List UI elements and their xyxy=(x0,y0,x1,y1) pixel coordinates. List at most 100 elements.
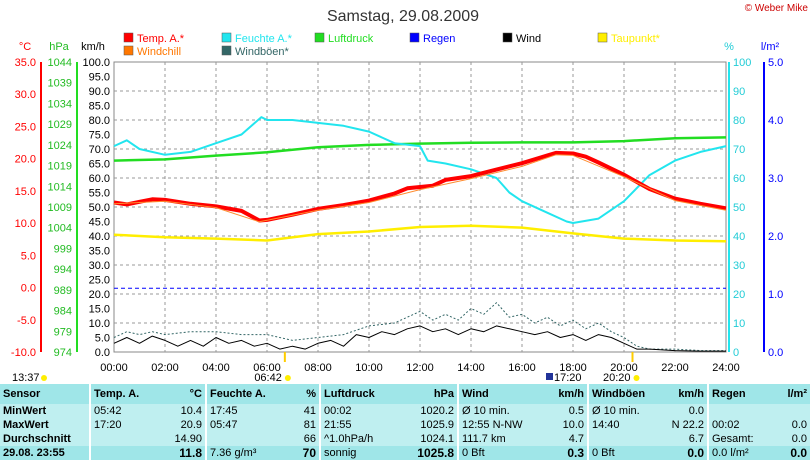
lm2-tick-label: 1.0 xyxy=(768,289,783,301)
time-tick-label: 10:00 xyxy=(355,362,383,374)
table-cell: 12:55 N-NW xyxy=(457,418,542,432)
table-cell: N 22.2 xyxy=(662,418,708,432)
legend: Temp. A.* Feuchte A.* Luftdruck Regen Wind Ta… xyxy=(123,32,661,58)
kmh-tick-label: 45.0 xyxy=(89,217,110,229)
hpa-tick-label: 1034 xyxy=(48,98,72,110)
hpa-tick-label: 989 xyxy=(54,285,72,297)
legend-label: Luftdruck xyxy=(328,33,374,45)
series xyxy=(113,116,727,352)
time-tick-label: 18:00 xyxy=(559,362,587,374)
kmh-tick-label: 25.0 xyxy=(89,275,110,287)
unit-labels: °C hPa km/h% l/m² xyxy=(19,41,780,53)
legend-swatch xyxy=(502,32,513,43)
legend-swatch xyxy=(123,45,134,56)
celsius-tick-label: 20.0 xyxy=(15,154,36,166)
axes: 35.0 30.0 25.0 20.0 15.0 10.0 5.0 0.0 -5.0 -10.0 1… xyxy=(11,57,783,374)
max-temp-icon xyxy=(546,373,553,380)
time-tick-label: 02:00 xyxy=(151,362,179,374)
table-cell: 20.9 xyxy=(156,418,206,432)
legend-label: Regen xyxy=(423,33,455,45)
table-row: MinWert 05:42 10.4 17:45 41 00:02 1020.2… xyxy=(0,404,810,418)
hpa-tick-label: 999 xyxy=(54,243,72,255)
hpa-unit-label: hPa xyxy=(49,41,69,53)
legend-swatch xyxy=(123,32,134,43)
kmh-tick-label: 40.0 xyxy=(89,231,110,243)
table-cell: 70 xyxy=(274,446,320,460)
kmh-tick-label: 35.0 xyxy=(89,246,110,258)
header-gust: Windböen xyxy=(587,384,662,404)
lm2-tick-label: 5.0 xyxy=(768,57,783,69)
lm2-tick-label: 2.0 xyxy=(768,231,783,243)
percent-tick-label: 60 xyxy=(733,173,745,185)
table-cell: 1025.8 xyxy=(398,446,458,460)
header-sensor: Sensor xyxy=(0,384,90,404)
row-label: 29.08. 23:55 xyxy=(0,446,90,460)
percent-unit-label: % xyxy=(724,41,734,53)
kmh-tick-label: 100.0 xyxy=(82,57,110,69)
header-temp: Temp. A. xyxy=(89,384,156,404)
table-cell: 41 xyxy=(274,404,320,418)
hpa-tick-label: 1039 xyxy=(48,78,72,90)
table-cell: 7.36 g/m³ xyxy=(205,446,274,460)
hpa-tick-label: 979 xyxy=(54,326,72,338)
table-cell: 111.7 km xyxy=(457,432,542,446)
time-tick-label: 04:00 xyxy=(202,362,230,374)
hpa-tick-label: 1009 xyxy=(48,202,72,214)
copyright-label: © Weber Mike xyxy=(745,3,809,14)
table-cell: sonnig xyxy=(319,446,398,460)
table-cell: 05:47 xyxy=(205,418,274,432)
kmh-tick-label: 5.0 xyxy=(95,333,110,345)
table-cell: 05:42 xyxy=(89,404,156,418)
table-cell: 0 Bft xyxy=(457,446,542,460)
legend-swatch xyxy=(314,32,325,43)
table-cell: 6.7 xyxy=(662,432,708,446)
series-luftdruck-line xyxy=(113,136,727,162)
table-cell: 1020.2 xyxy=(398,404,458,418)
series-feuchte-a-line xyxy=(113,116,727,224)
lm2-tick-label: 3.0 xyxy=(768,173,783,185)
markers: 06:42 20:20 17:20 13:37 xyxy=(12,352,640,384)
time-tick-label: 00:00 xyxy=(100,362,128,374)
legend-swatch xyxy=(221,45,232,56)
hpa-tick-label: 1004 xyxy=(48,223,72,235)
table-cell: Gesamt: xyxy=(707,432,776,446)
time-tick-label: 22:00 xyxy=(661,362,689,374)
header-temp-unit: °C xyxy=(156,384,206,404)
series-taupunkt-line xyxy=(113,224,727,243)
table-cell: 21:55 xyxy=(319,418,398,432)
time-tick-label: 12:00 xyxy=(406,362,434,374)
now-sun-icon xyxy=(41,375,47,381)
lm2-tick-label: 4.0 xyxy=(768,115,783,127)
table-cell xyxy=(707,404,776,418)
hpa-tick-label: 1044 xyxy=(48,57,72,69)
table-cell: Ø 10 min. xyxy=(457,404,542,418)
time-tick-label: 08:00 xyxy=(304,362,332,374)
celsius-tick-label: -5.0 xyxy=(17,315,36,327)
header-wind: Wind xyxy=(457,384,542,404)
percent-tick-label: 10 xyxy=(733,318,745,330)
celsius-unit-label: °C xyxy=(19,41,31,53)
kmh-unit-label: km/h xyxy=(81,41,105,53)
table-cell: 1024.1 xyxy=(398,432,458,446)
hpa-tick-label: 1029 xyxy=(48,119,72,131)
chart-title: Samstag, 29.08.2009 xyxy=(327,8,479,25)
header-press-unit: hPa xyxy=(398,384,458,404)
legend-swatch xyxy=(409,32,420,43)
hpa-tick-label: 984 xyxy=(54,306,72,318)
table-cell: 81 xyxy=(274,418,320,432)
table-cell: 10.4 xyxy=(156,404,206,418)
kmh-tick-label: 0.0 xyxy=(95,347,110,359)
table-cell: 0.3 xyxy=(542,446,588,460)
percent-tick-label: 20 xyxy=(733,289,745,301)
sunset-time-label: 20:20 xyxy=(603,372,631,384)
table-cell: 00:02 xyxy=(319,404,398,418)
stats-table: Sensor Temp. A. °C Feuchte A. % Luftdruc… xyxy=(0,384,810,471)
table-cell: 00:02 xyxy=(707,418,776,432)
header-rain-unit: l/m² xyxy=(776,384,810,404)
table-row: MaxWert 17:20 20.9 05:47 81 21:55 1025.9… xyxy=(0,418,810,432)
percent-tick-label: 70 xyxy=(733,144,745,156)
legend-label: Windchill xyxy=(137,46,181,58)
legend-label: Temp. A.* xyxy=(137,33,185,45)
table-row: 29.08. 23:55 11.8 7.36 g/m³ 70 sonnig 10… xyxy=(0,446,810,460)
table-cell: Ø 10 min. xyxy=(587,404,662,418)
